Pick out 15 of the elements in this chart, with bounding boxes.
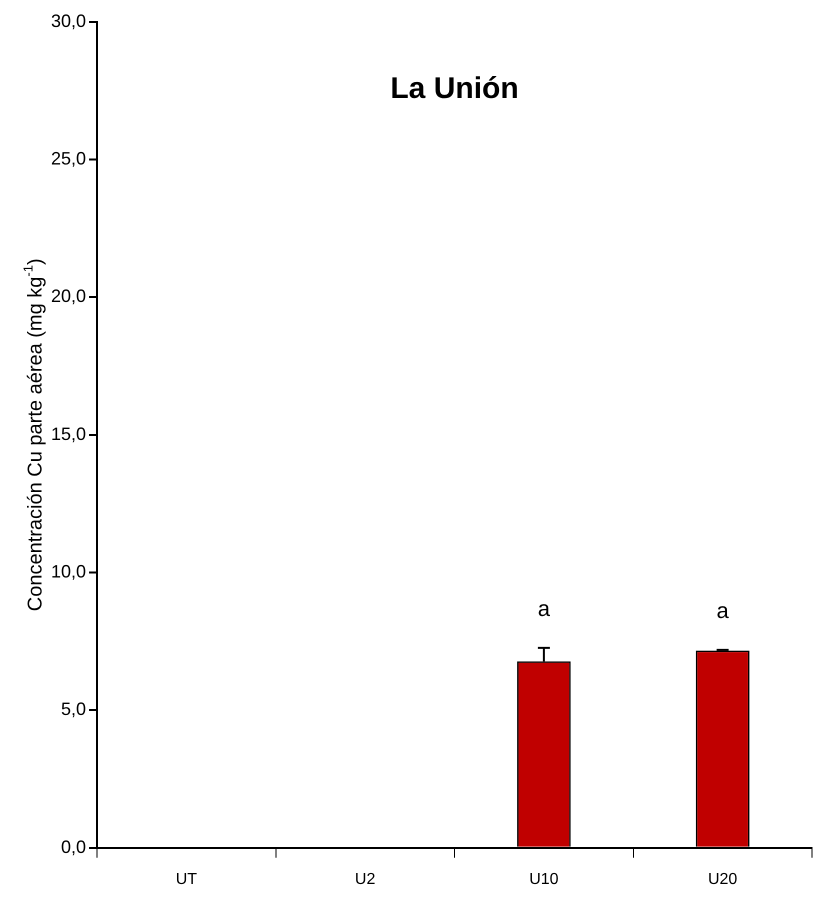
x-tick-label: U2 — [354, 870, 376, 888]
y-tick-label: 30,0 — [50, 10, 86, 31]
y-tick-label: 0,0 — [61, 836, 86, 857]
y-tick-label: 5,0 — [61, 699, 86, 720]
annotation: a — [716, 598, 730, 623]
y-tick-label: 15,0 — [50, 424, 86, 444]
x-tick-label: U10 — [529, 870, 559, 888]
y-tick-label: 20,0 — [50, 286, 86, 306]
annotation: a — [538, 596, 551, 621]
x-tick-label: UT — [176, 870, 198, 888]
x-tick-label: U20 — [708, 870, 738, 888]
y-tick-label: 10,0 — [50, 561, 86, 582]
y-tick-label: 25,0 — [50, 148, 86, 168]
text: La Unión — [390, 72, 519, 106]
y-axis-title: Concentración Cu parte aérea (mg kg-1) — [20, 258, 47, 612]
